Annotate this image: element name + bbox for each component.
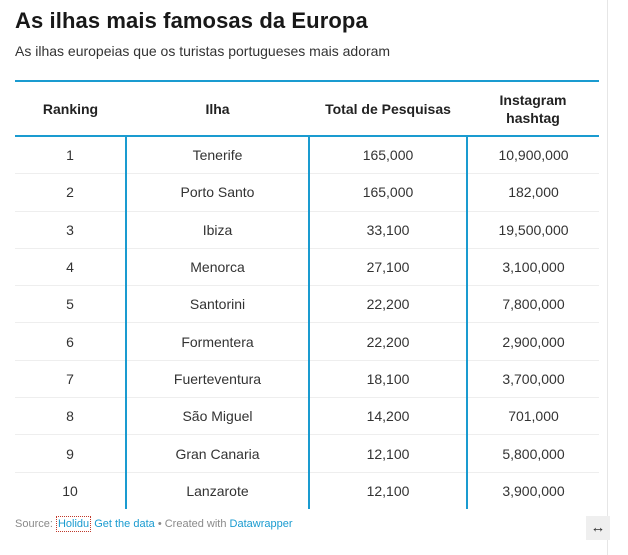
- table-cell: 33,100: [309, 211, 468, 249]
- chart-subtitle: As ilhas europeias que os turistas portu…: [15, 43, 391, 59]
- table-cell: Menorca: [126, 248, 310, 287]
- table-cell: 182,000: [467, 173, 599, 212]
- resize-icon[interactable]: ↔: [586, 516, 610, 540]
- table-body: 1 Tenerife 165,000 10,900,000 2 Porto Santo 16…: [15, 136, 599, 509]
- table-cell: 5,800,000: [467, 434, 599, 473]
- table-cell: 22,200: [309, 285, 468, 324]
- table-cell: 1: [15, 136, 127, 175]
- column-header[interactable]: Ranking: [15, 80, 126, 137]
- table-cell: 165,000: [309, 136, 468, 175]
- table-row: 5 Santorini 22,200 7,800,000: [15, 285, 599, 324]
- table-cell: 3,700,000: [467, 360, 599, 399]
- table-cell: 10: [15, 472, 127, 509]
- table-cell: 3,100,000: [467, 248, 599, 287]
- table-cell: 2: [15, 173, 127, 212]
- chart-frame: [607, 0, 608, 555]
- table-header-row: Ranking Ilha Total de Pesquisas Instagra…: [15, 80, 599, 137]
- column-header[interactable]: Instagram hashtag: [467, 80, 599, 137]
- chart-footer: Source: Holidu Get the data • Created wi…: [15, 516, 293, 532]
- table-cell: 6: [15, 322, 127, 361]
- table-row: 8 São Miguel 14,200 701,000: [15, 397, 599, 436]
- table-row: 9 Gran Canaria 12,100 5,800,000: [15, 434, 599, 473]
- table-cell: 7: [15, 360, 127, 399]
- table-row: 4 Menorca 27,100 3,100,000: [15, 248, 599, 287]
- table-cell: 9: [15, 434, 127, 473]
- table-cell: Santorini: [126, 285, 310, 324]
- table-cell: 701,000: [467, 397, 599, 436]
- table-cell: Formentera: [126, 322, 310, 361]
- datawrapper-link[interactable]: Datawrapper: [229, 518, 293, 530]
- get-data-link[interactable]: Get the data: [94, 518, 155, 530]
- table-cell: 7,800,000: [467, 285, 599, 324]
- table-cell: 12,100: [309, 434, 468, 473]
- table-cell: 10,900,000: [467, 136, 599, 175]
- table-row: 6 Formentera 22,200 2,900,000: [15, 322, 599, 361]
- table-cell: Gran Canaria: [126, 434, 310, 473]
- table-row: 2 Porto Santo 165,000 182,000: [15, 173, 599, 212]
- chart-title: As ilhas mais famosas da Europa: [15, 8, 368, 33]
- table-row: 1 Tenerife 165,000 10,900,000: [15, 136, 599, 175]
- table-cell: 22,200: [309, 322, 468, 361]
- data-table: Ranking Ilha Total de Pesquisas Instagra…: [15, 80, 599, 509]
- table-cell: 3: [15, 211, 127, 249]
- table-cell: 3,900,000: [502, 482, 565, 499]
- table-cell: 4: [15, 248, 127, 287]
- table-cell: 5: [15, 285, 127, 324]
- source-link[interactable]: Holidu: [55, 516, 92, 532]
- table-cell: São Miguel: [126, 397, 310, 436]
- source-label: Source:: [15, 518, 56, 530]
- table-cell: 165,000: [309, 173, 468, 212]
- table-row: 3 Ibiza 33,100 19,500,000: [15, 211, 599, 249]
- column-header[interactable]: Ilha: [126, 80, 309, 137]
- table-cell: 2,900,000: [467, 322, 599, 361]
- table-cell: Lanzarote: [126, 472, 310, 509]
- table-cell: 8: [15, 397, 127, 436]
- table-cell: 12,100: [309, 472, 468, 509]
- table-cell: Fuerteventura: [126, 360, 310, 399]
- table-row: 10 Lanzarote 12,100 3,900,000: [15, 472, 599, 509]
- table-cell: 18,100: [309, 360, 468, 399]
- table-cell: Porto Santo: [126, 173, 310, 212]
- column-header[interactable]: Total de Pesquisas: [309, 80, 467, 137]
- table-cell: 27,100: [309, 248, 468, 287]
- table-row: 7 Fuerteventura 18,100 3,700,000: [15, 360, 599, 399]
- table-cell: Ibiza: [126, 211, 310, 249]
- table-cell: 14,200: [309, 397, 468, 436]
- created-with-label: • Created with: [154, 518, 230, 530]
- table-cell: Tenerife: [126, 136, 310, 175]
- table-cell: 19,500,000: [467, 211, 599, 249]
